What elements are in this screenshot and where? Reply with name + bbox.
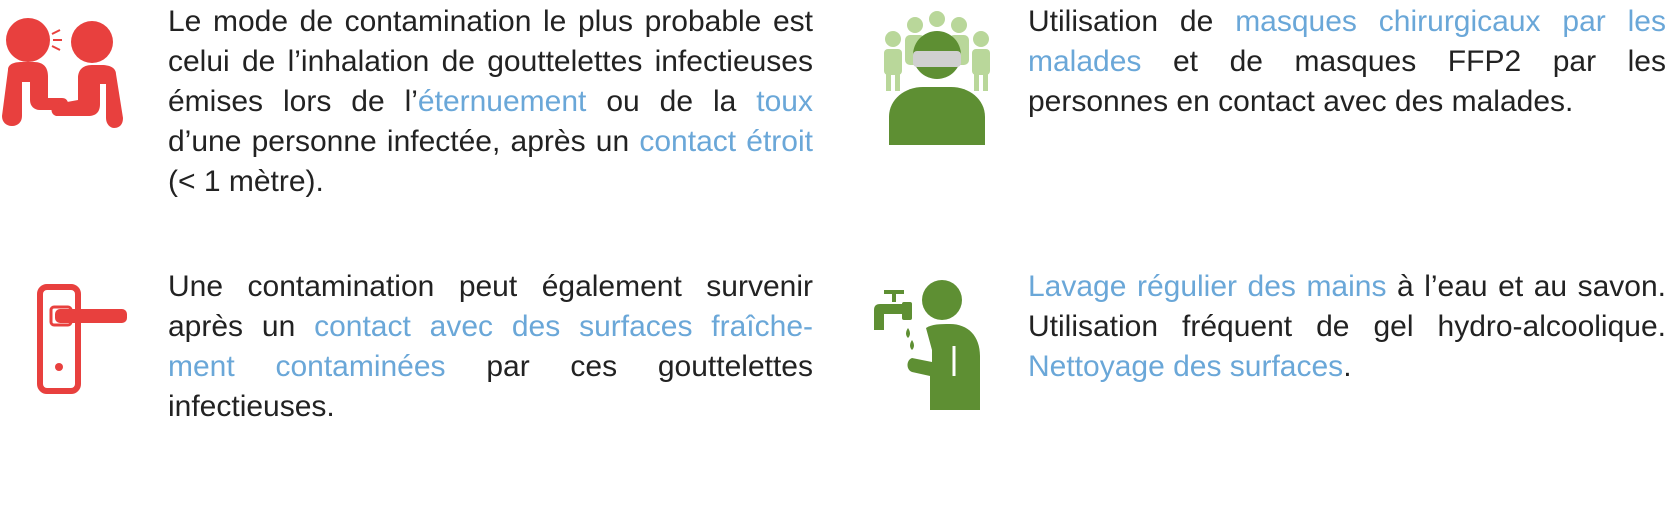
hand-washing-icon (874, 280, 980, 410)
contaminated-surfaces-highlight: contact avec des surfaces fraîche-ment c… (168, 310, 813, 383)
people-sneezing-icon (2, 18, 123, 128)
hand-washing-block: Lavage régulier des mains à l’eau et au … (870, 265, 1677, 445)
masked-person-icon (884, 11, 990, 145)
hand-washing-highlight: Lavage régulier des mains (1028, 270, 1387, 303)
door-handle-icon (37, 284, 127, 394)
surface-transmission-text: Une contamination peut également surveni… (168, 270, 813, 423)
sneeze-highlight: éternuement (417, 85, 587, 118)
droplet-transmission-block: Le mode de contamination le plus probabl… (0, 0, 820, 210)
masks-text: Utilisation de masques chirurgicaux par … (1028, 5, 1666, 118)
hand-washing-text: Lavage régulier des mains à l’eau et au … (1028, 270, 1666, 383)
close-contact-highlight: contact étroit (639, 125, 813, 158)
droplet-transmission-text: Le mode de contamination le plus probabl… (168, 5, 813, 198)
surface-transmission-block: Une contamination peut également surveni… (0, 265, 820, 445)
surface-cleaning-highlight: Nettoyage des surfaces (1028, 350, 1344, 383)
cough-highlight: toux (756, 85, 813, 118)
surgical-masks-highlight: masques chirurgicaux par les malades (1028, 5, 1666, 78)
masks-block: Utilisation de masques chirurgicaux par … (870, 0, 1677, 210)
